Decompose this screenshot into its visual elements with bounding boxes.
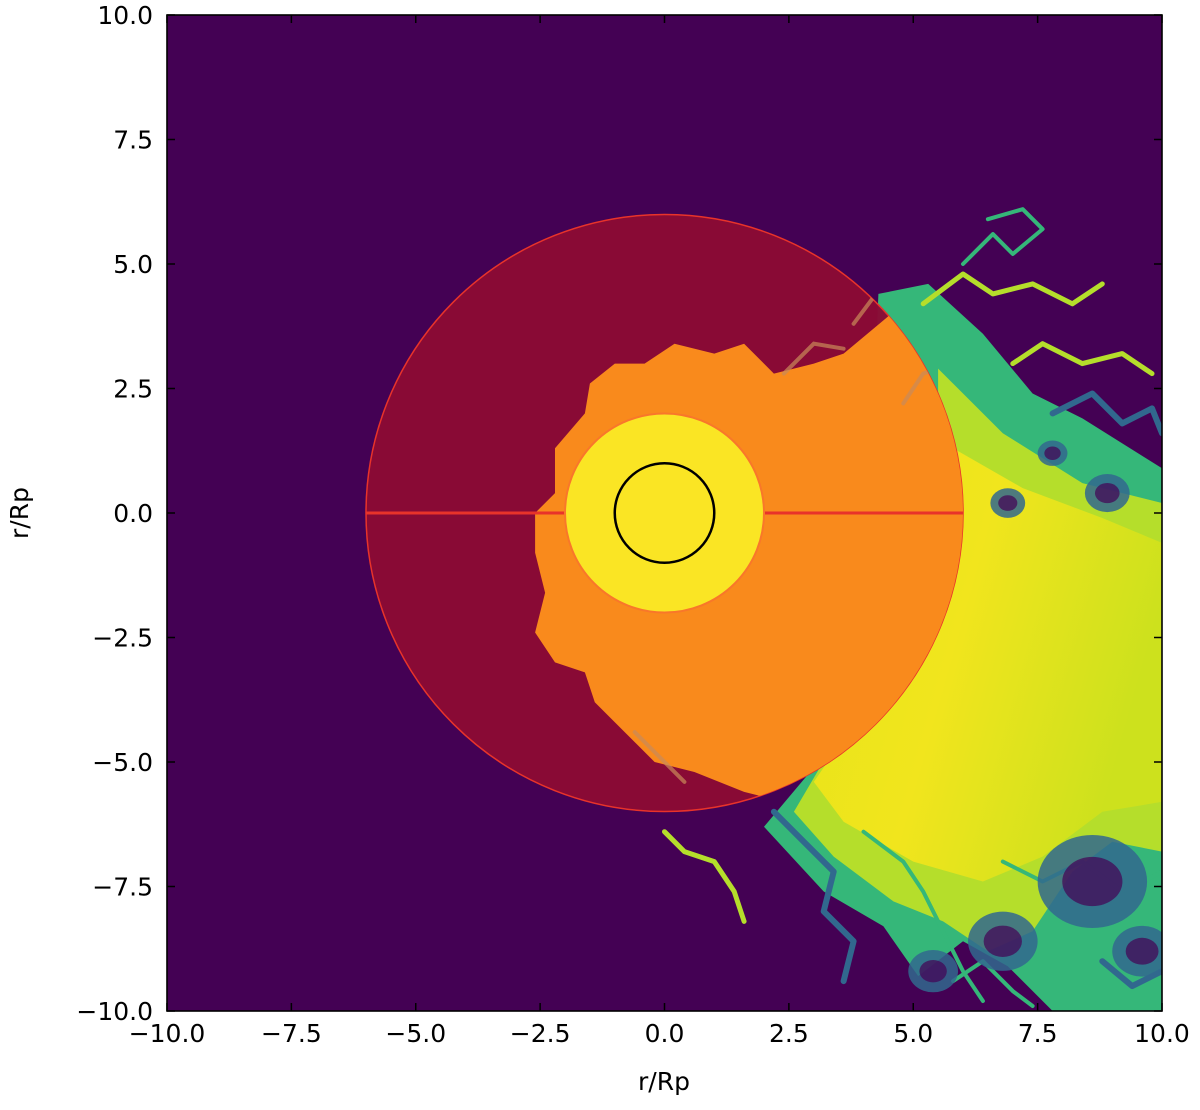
wisp — [781, 341, 846, 376]
tendril — [662, 829, 747, 924]
outflow-tail — [662, 207, 1162, 1011]
x-tick-label: −2.5 — [510, 1019, 571, 1048]
tendril — [920, 271, 1105, 307]
y-tick-label: 5.0 — [113, 250, 153, 279]
x-tick-label: 5.0 — [893, 1019, 933, 1048]
inner-circle-region — [564, 412, 765, 614]
vortex-core — [998, 495, 1018, 511]
x-tick-label: 10.0 — [1134, 1019, 1190, 1048]
x-tick-label: 7.5 — [1018, 1019, 1058, 1048]
x-tick-label: −5.0 — [385, 1019, 446, 1048]
tail-core-layer — [813, 448, 1162, 882]
y-tick-label: −2.5 — [92, 624, 153, 653]
vortex-core — [919, 959, 947, 983]
y-tick-label: 0.0 — [113, 499, 153, 528]
tendril — [1010, 341, 1155, 377]
x-tick-label: 0.0 — [645, 1019, 685, 1048]
vortex-core — [1094, 483, 1120, 504]
x-tick-label: −7.5 — [261, 1019, 322, 1048]
x-axis-label: r/Rp — [638, 1067, 690, 1096]
y-tick-label: −10.0 — [76, 997, 153, 1026]
y-tick-label: 10.0 — [97, 1, 153, 30]
tendril — [1049, 390, 1162, 437]
wisp — [632, 730, 687, 784]
tendril — [861, 829, 985, 1003]
vortex-core — [1044, 446, 1061, 460]
y-tick-label: 2.5 — [113, 375, 153, 404]
x-tick-label: −10.0 — [129, 1019, 206, 1048]
vortex-core — [983, 925, 1022, 957]
tendril — [1099, 958, 1162, 990]
y-axis-ticks: 10.0 7.5 5.0 2.5 0.0 −2.5 −5.0 −7.5 −10.0 — [76, 1, 1162, 1026]
y-tick-label: 7.5 — [113, 126, 153, 155]
y-tick-label: −7.5 — [92, 873, 153, 902]
y-tick-label: −5.0 — [92, 748, 153, 777]
y-axis-label: r/Rp — [5, 487, 34, 539]
x-tick-label: 2.5 — [769, 1019, 809, 1048]
planet-outline-circle — [613, 462, 716, 564]
vortex-core — [1062, 856, 1123, 907]
tendril — [951, 959, 1035, 1008]
x-axis-ticks: −10.0 −7.5 −5.0 −2.5 0.0 2.5 5.0 7.5 10.0 — [129, 15, 1190, 1048]
outflow-vortices — [908, 440, 1162, 993]
vortex-core — [1125, 937, 1159, 965]
plot-area — [167, 15, 1162, 1011]
tendril — [770, 808, 857, 985]
tendril — [961, 207, 1045, 266]
